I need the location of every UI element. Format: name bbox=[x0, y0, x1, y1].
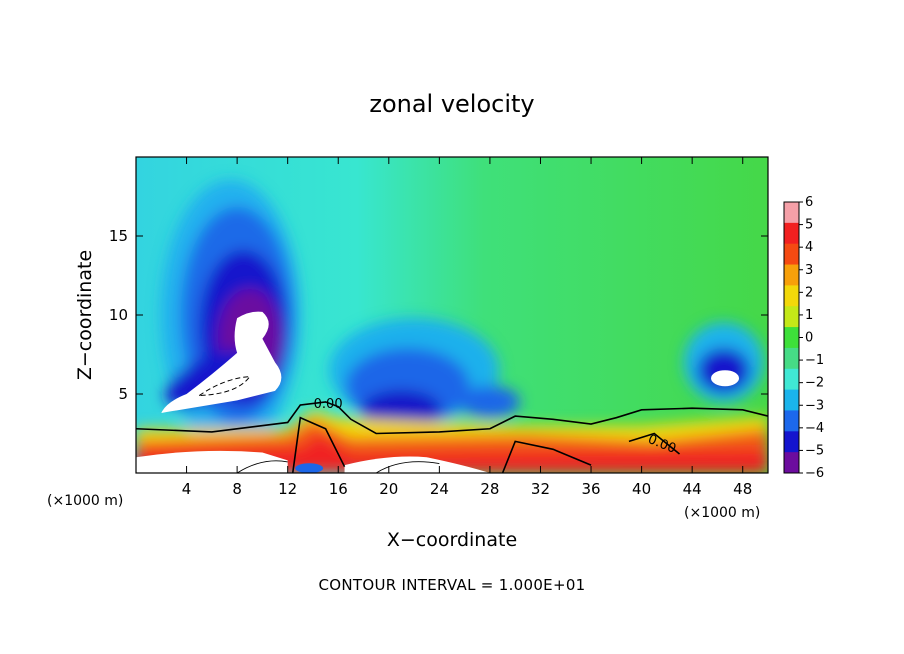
x-tick-label: 8 bbox=[232, 480, 242, 498]
y-axis-label: Z−coordinate bbox=[74, 250, 96, 380]
colorbar-tick-label: 1 bbox=[805, 308, 813, 323]
colorbar-segment bbox=[784, 222, 799, 245]
colorbar-tick-label: 5 bbox=[805, 218, 813, 233]
x-tick-label: 12 bbox=[278, 480, 297, 498]
colorbar-segment bbox=[784, 327, 799, 349]
contour-label: 0.00 bbox=[314, 397, 343, 412]
field-group: 0.000.00 bbox=[136, 157, 768, 473]
negative-contour-dashed bbox=[197, 376, 251, 397]
central-right bbox=[459, 385, 520, 418]
colorbar-segment bbox=[784, 264, 799, 286]
colorbar-segment bbox=[784, 389, 799, 411]
x-tick-label: 24 bbox=[430, 480, 449, 498]
colorbar-tick-label: 2 bbox=[805, 285, 813, 300]
x-tick-label: 4 bbox=[182, 480, 192, 498]
colorbar-segment bbox=[784, 410, 799, 432]
x-tick-label: 16 bbox=[329, 480, 348, 498]
contour-interval-label: CONTOUR INTERVAL = 1.000E+01 bbox=[318, 576, 586, 594]
colorbar-tick-label: −1 bbox=[805, 353, 824, 368]
colorbar: 6 5 4 3 2 1 0 −1 −2 −3 −4 −5 −6 bbox=[783, 195, 824, 481]
field-sharp-layers bbox=[136, 311, 740, 473]
colorbar-tick-label: −2 bbox=[805, 376, 824, 391]
y-tick-label: 10 bbox=[109, 306, 128, 324]
x-tick-label: 48 bbox=[733, 480, 752, 498]
left-jet-white-core bbox=[161, 311, 282, 413]
x-tick-label: 36 bbox=[581, 480, 600, 498]
colorbar-segment bbox=[784, 285, 799, 307]
y-tick-label: 5 bbox=[118, 385, 128, 403]
colorbar-tick-label: 6 bbox=[805, 195, 813, 210]
chart-title: zonal velocity bbox=[369, 90, 534, 118]
x-axis-label: X−coordinate bbox=[387, 529, 517, 551]
z-units-label: (×1000 m) bbox=[684, 505, 760, 521]
thin-contours bbox=[236, 460, 440, 473]
colorbar-tick-label: −5 bbox=[805, 443, 824, 458]
surface-white-left bbox=[136, 450, 288, 473]
x-tick-label: 20 bbox=[379, 480, 398, 498]
colorbar-segment bbox=[784, 431, 799, 453]
zero-contour-main bbox=[136, 401, 768, 435]
colorbar-segment bbox=[784, 368, 799, 391]
x-tick-label: 40 bbox=[632, 480, 651, 498]
colorbar-tick-label: −4 bbox=[805, 421, 824, 436]
colorbar-tick-label: 3 bbox=[805, 263, 813, 278]
x-tick-label: 28 bbox=[480, 480, 499, 498]
y-tick-label: 15 bbox=[109, 227, 128, 245]
colorbar-segment bbox=[784, 202, 799, 224]
contour-lines bbox=[136, 376, 768, 473]
colorbar-segment bbox=[784, 243, 799, 266]
velocity-field: 0.000.00 bbox=[136, 157, 768, 473]
colorbar-segment bbox=[784, 347, 799, 370]
x-tick-label: 44 bbox=[683, 480, 702, 498]
surface-white-mid bbox=[344, 456, 490, 473]
colorbar-tick-label: −3 bbox=[805, 398, 824, 413]
surface-blue-spot bbox=[295, 463, 324, 473]
colorbar-tick-label: −6 bbox=[805, 466, 824, 481]
x-tick-label: 32 bbox=[531, 480, 550, 498]
colorbar-tick-label: 0 bbox=[805, 331, 813, 346]
right-white-core bbox=[711, 370, 740, 387]
zero-contour-secondary bbox=[291, 416, 681, 473]
colorbar-segment bbox=[784, 452, 799, 474]
x-units-label: (×1000 m) bbox=[47, 493, 123, 509]
colorbar-tick-label: 4 bbox=[805, 240, 813, 255]
colorbar-segment bbox=[784, 306, 799, 328]
